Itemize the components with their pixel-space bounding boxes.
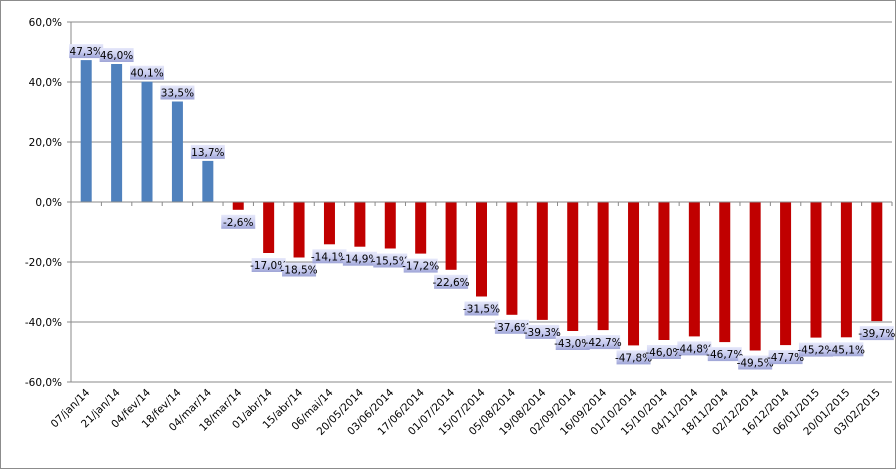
data-label: -44,8% [676,343,713,355]
bar [749,202,761,351]
bar [597,202,609,331]
data-label-box [251,258,286,272]
data-label: -15,5% [372,256,409,268]
data-label: -46,7% [706,349,743,361]
data-label-box [221,214,256,229]
bar [141,81,153,202]
bar [171,101,183,202]
bar [476,202,487,297]
data-label: -14,9% [341,254,378,266]
data-label: -22,6% [433,277,470,289]
bar [354,202,366,247]
y-tick-label: -20,0% [25,257,62,269]
data-label-box [160,85,195,100]
data-label-box [677,341,712,356]
data-label: 33,5% [161,88,194,100]
data-label-box [616,350,651,365]
data-label: -17,0% [250,260,287,272]
data-label-box [373,253,408,268]
data-label-box [525,324,560,339]
bar [840,202,852,338]
data-label-box [798,342,833,357]
data-label: 40,1% [130,68,163,80]
data-label-box [342,251,377,266]
data-label-box [282,262,317,277]
bar [202,160,214,202]
bar [506,202,518,315]
data-label-box [768,350,803,365]
bar [536,202,548,320]
bar [628,202,640,346]
bar [323,202,335,245]
data-label-box [738,355,773,370]
data-label: 47,3% [70,46,103,58]
y-tick-label: -60,0% [25,377,62,389]
y-tick-label: 0,0% [35,197,62,209]
data-label-box [403,258,438,273]
data-label: -17,2% [402,261,439,273]
data-label-box [434,274,469,289]
data-label: -31,5% [463,304,500,316]
bar [232,202,244,210]
data-label: -47,7% [767,352,804,364]
data-label: -42,7% [585,337,622,349]
data-label: -43,0% [554,338,591,350]
bar [445,202,457,270]
bar [384,202,396,249]
data-label: -49,5% [737,358,774,370]
bar [80,60,92,202]
bar [293,202,305,258]
data-label: -18,5% [280,265,317,277]
data-label-box [69,44,104,59]
bar [810,202,822,338]
data-label: -37,6% [493,322,530,334]
data-label: -45,1% [828,344,865,356]
data-label: 13,7% [191,147,224,159]
bar [871,202,883,322]
data-label-box [464,301,499,316]
y-tick-label: 40,0% [29,77,62,89]
y-tick-label: 60,0% [29,17,62,29]
bar [111,64,123,202]
data-label-box [829,342,864,357]
data-label-box [99,48,134,62]
bar [263,202,275,253]
data-label-box [190,144,225,159]
y-tick-label: 20,0% [29,137,62,149]
bar [567,202,579,331]
data-label-box [586,335,621,350]
data-label: -39,3% [524,327,561,339]
data-label-box [494,319,529,334]
data-label: -39,7% [858,328,895,340]
bar [719,202,731,343]
bar [415,202,427,254]
data-label-box [130,65,165,80]
bar [688,202,700,337]
data-label: -2,6% [223,217,253,229]
bar [658,202,670,340]
data-label: -47,8% [615,352,652,364]
data-label: 46,0% [100,50,133,62]
data-label-box [555,336,590,350]
data-label: -46,0% [645,347,682,359]
bar [780,202,792,346]
data-label-box [859,326,894,341]
y-tick-label: -40,0% [25,317,62,329]
data-label: -45,2% [797,345,834,357]
data-label: -14,1% [311,251,348,263]
data-label-box [646,345,681,359]
data-label-box [312,249,347,264]
data-label-box [707,347,742,362]
